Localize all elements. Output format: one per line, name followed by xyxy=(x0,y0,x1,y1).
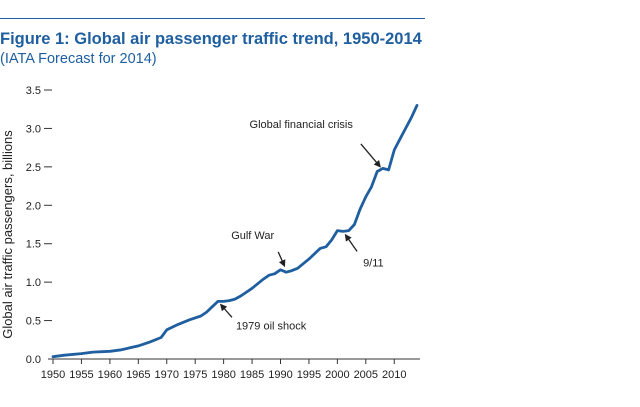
x-tick-label: 1980 xyxy=(211,369,235,381)
annotation-label: 1979 oil shock xyxy=(236,320,307,332)
x-tick-label: 1970 xyxy=(155,369,179,381)
annotation-arrowhead xyxy=(373,160,381,168)
x-tick-label: 2005 xyxy=(354,369,378,381)
y-tick-label: 3.5 xyxy=(26,85,41,97)
annotation-label: Gulf War xyxy=(231,230,274,242)
annotation-label: 9/11 xyxy=(363,257,384,269)
annotation-arrow xyxy=(360,143,379,166)
x-tick-label: 1985 xyxy=(240,369,264,381)
y-tick-label: 0.0 xyxy=(26,354,41,366)
y-tick-label: 2.5 xyxy=(26,162,41,174)
annotation-arrowhead xyxy=(344,233,352,242)
x-tick-label: 1990 xyxy=(268,369,292,381)
chart-subtitle: (IATA Forecast for 2014) xyxy=(0,51,157,67)
y-tick-label: 2.0 xyxy=(26,200,41,212)
x-tick-label: 1960 xyxy=(98,369,122,381)
x-tick-label: 1955 xyxy=(69,369,93,381)
x-axis-ticks: 1950 1955 1960 1965 1970 1975 1980 1985 1990 1995… xyxy=(41,359,406,381)
annotations: Global financial crisis Gulf War 9/11 1979 … xyxy=(219,119,384,332)
y-tick-label: 3.0 xyxy=(26,123,41,135)
y-axis-title: Global air traffic passengers, billions xyxy=(0,130,15,339)
x-tick-label: 1975 xyxy=(183,369,207,381)
x-tick-label: 1965 xyxy=(126,369,150,381)
series-layer xyxy=(51,104,419,359)
y-tick-label: 1.5 xyxy=(26,239,41,251)
x-tick-label: 2010 xyxy=(382,369,406,381)
y-tick-label: 0.5 xyxy=(26,316,41,328)
x-tick-label: 1995 xyxy=(297,369,321,381)
title-rule xyxy=(0,18,425,19)
annotation-arrowhead xyxy=(219,303,228,312)
x-tick-label: 1950 xyxy=(41,369,65,381)
x-tick-label: 2000 xyxy=(325,369,349,381)
y-tick-label: 1.0 xyxy=(26,277,41,289)
annotation-arrowhead xyxy=(278,259,286,268)
y-axis-ticks: 0.0 0.5 1.0 1.5 2.0 2.5 3.0 3.5 xyxy=(26,85,52,366)
chart-title: Figure 1: Global air passenger traffic t… xyxy=(0,30,422,48)
series-line xyxy=(51,104,419,359)
annotation-label: Global financial crisis xyxy=(250,119,354,131)
